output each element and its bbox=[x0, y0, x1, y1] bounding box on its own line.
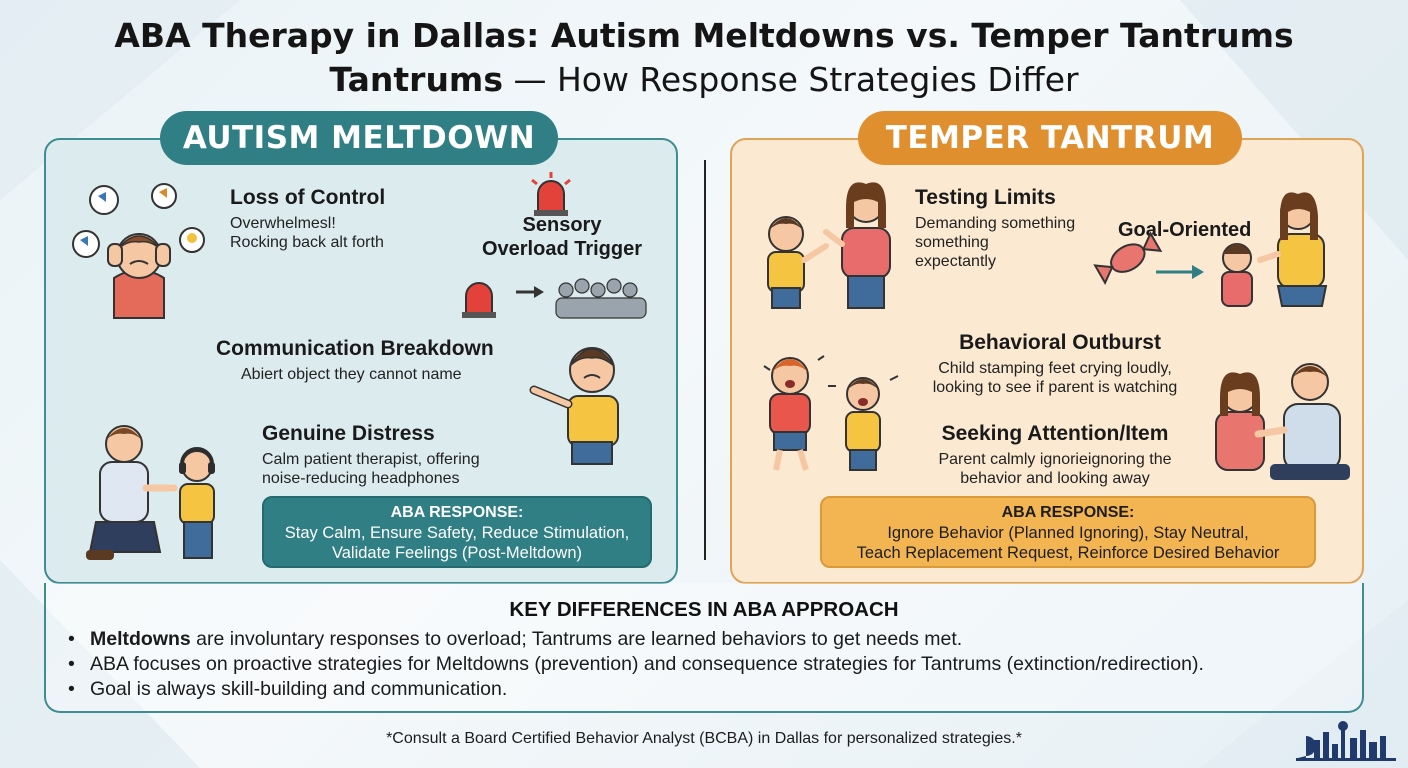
loss-of-control-line-2: Rocking back alt forth bbox=[230, 234, 384, 251]
title-line-2-bold: Tantrums bbox=[329, 60, 503, 99]
title-line-2: Tantrums — How Response Strategies Diffe… bbox=[0, 58, 1408, 102]
testing-line-2: something bbox=[915, 234, 989, 251]
key-differences-title: KEY DIFFERENCES IN ABA APPROACH bbox=[509, 598, 899, 621]
list-item: ABA focuses on proactive strategies for … bbox=[68, 652, 1204, 677]
meltdown-aba-line-1: Stay Calm, Ensure Safety, Reduce Stimula… bbox=[284, 524, 630, 542]
child-and-parent-illustration bbox=[767, 182, 891, 309]
siren-icon bbox=[531, 172, 571, 216]
therapist-child-illustration bbox=[86, 425, 215, 560]
seeking-heading: Seeking Attention/Item bbox=[941, 422, 1169, 445]
list-item: Meltdowns are involuntary responses to o… bbox=[68, 627, 1204, 652]
overwhelmed-child-illustration bbox=[72, 183, 205, 319]
meltdown-aba-line-2: Validate Feelings (Post-Meltdown) bbox=[331, 544, 583, 562]
footnote: *Consult a Board Certified Behavior Anal… bbox=[386, 730, 1022, 747]
tantrum-children-illustration bbox=[763, 355, 899, 471]
seeking-line-1: Parent calmly ignorieignoring the bbox=[938, 451, 1172, 468]
meltdown-label: AUTISM MELTDOWN bbox=[160, 111, 558, 165]
bullet-1-bold: Meltdowns bbox=[90, 628, 191, 650]
distress-line-2: noise-reducing headphones bbox=[262, 470, 460, 487]
bullet-2-text: ABA focuses on proactive strategies for … bbox=[90, 653, 1204, 675]
center-divider bbox=[704, 160, 706, 560]
seeking-line-2: behavior and looking away bbox=[960, 470, 1150, 487]
sensory-line-2: Overload Trigger bbox=[481, 238, 643, 260]
page-title: ABA Therapy in Dallas: Autism Meltdowns … bbox=[0, 14, 1408, 102]
sensory-line-1: Sensory bbox=[522, 214, 602, 236]
tantrum-aba-head: ABA RESPONSE: bbox=[1001, 504, 1135, 521]
distress-line-1: Calm patient therapist, offering bbox=[262, 451, 480, 468]
title-line-1: ABA Therapy in Dallas: Autism Meltdowns … bbox=[114, 16, 1294, 55]
outburst-line-1: Child stamping feet crying loudly, bbox=[938, 360, 1172, 377]
parent-ignoring-illustration bbox=[1215, 363, 1350, 480]
list-item: Goal is always skill-building and commun… bbox=[68, 677, 1204, 702]
distress-heading: Genuine Distress bbox=[262, 422, 435, 445]
meltdown-aba-response: ABA RESPONSE: Stay Calm, Ensure Safety, … bbox=[262, 496, 652, 568]
tantrum-aba-line-1: Ignore Behavior (Planned Ignoring), Stay… bbox=[887, 524, 1249, 542]
bullet-3-text: Goal is always skill-building and commun… bbox=[90, 678, 508, 700]
sensory-trigger-label: Sensory Overload Trigger bbox=[462, 213, 662, 261]
dallas-skyline-logo bbox=[1296, 721, 1396, 761]
communication-text: Abiert object they cannot name bbox=[241, 366, 462, 383]
loss-of-control-heading: Loss of Control bbox=[230, 186, 386, 209]
meltdown-aba-head: ABA RESPONSE: bbox=[390, 504, 524, 521]
candy-to-parent-illustration bbox=[1093, 192, 1328, 307]
testing-line-1: Demanding something bbox=[915, 215, 1076, 232]
testing-line-3: expectantly bbox=[915, 253, 996, 270]
title-line-2-rest: — How Response Strategies Differ bbox=[502, 60, 1079, 99]
bullet-1-text: are involuntary responses to overload; T… bbox=[190, 628, 963, 650]
testing-limits-heading: Testing Limits bbox=[915, 186, 1056, 209]
outburst-heading: Behavioral Outburst bbox=[959, 331, 1161, 354]
communication-heading: Communication Breakdown bbox=[216, 337, 494, 360]
key-differences-list: Meltdowns are involuntary responses to o… bbox=[68, 627, 1204, 702]
outburst-line-2: looking to see if parent is watching bbox=[932, 379, 1178, 396]
siren-to-crowd-illustration bbox=[462, 278, 647, 319]
tantrum-aba-line-2: Teach Replacement Request, Reinforce Des… bbox=[856, 544, 1280, 562]
pointing-child-illustration bbox=[529, 347, 619, 465]
tantrum-label: TEMPER TANTRUM bbox=[858, 111, 1242, 165]
loss-of-control-line-1: Overwhelmesl! bbox=[230, 215, 336, 232]
tantrum-aba-response: ABA RESPONSE: Ignore Behavior (Planned I… bbox=[820, 496, 1316, 568]
